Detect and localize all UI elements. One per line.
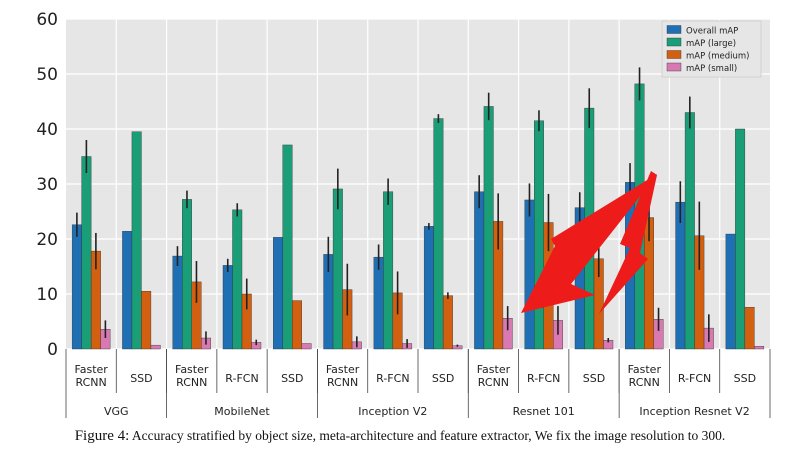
- x-tick-label: RCNN: [629, 376, 660, 389]
- legend-label: mAP (large): [686, 39, 736, 49]
- bar: [744, 307, 755, 350]
- x-tick-label: R-FCN: [376, 372, 409, 385]
- group-label: Inception V2: [358, 405, 427, 418]
- x-tick-label: Faster: [175, 363, 209, 376]
- legend-swatch: [666, 37, 682, 47]
- x-tick-label: Faster: [326, 363, 360, 376]
- bar: [725, 233, 736, 350]
- legend-swatch: [666, 50, 682, 59]
- x-tick-label: SSD: [583, 372, 605, 385]
- x-tick-label: Faster: [477, 363, 511, 376]
- bar: [474, 191, 485, 350]
- bar: [675, 201, 686, 350]
- x-tick-label: Faster: [628, 363, 662, 376]
- bar: [282, 144, 293, 350]
- x-tick-label: R-FCN: [527, 372, 560, 385]
- x-tick-label: R-FCN: [678, 372, 711, 385]
- bar: [524, 199, 535, 350]
- bar: [442, 295, 453, 350]
- legend-label: Overall mAP: [686, 27, 738, 37]
- caption-text: Accuracy stratified by object size, meta…: [131, 428, 726, 443]
- bar: [222, 265, 233, 350]
- annotation-arrows: [521, 171, 657, 314]
- legend-swatch: [666, 62, 682, 72]
- bar: [81, 156, 92, 350]
- bar: [483, 106, 494, 350]
- group-label: Inception Resnet V2: [639, 405, 749, 418]
- x-tick-label: RCNN: [478, 376, 509, 389]
- red-arrow-1: [521, 174, 657, 313]
- bar: [735, 128, 746, 350]
- bar: [232, 209, 243, 350]
- y-tick-label: 10: [36, 285, 58, 305]
- x-tick-label: SSD: [432, 372, 454, 385]
- bar: [122, 231, 133, 350]
- legend-label: mAP (small): [686, 64, 737, 74]
- bar: [301, 343, 312, 350]
- bar: [383, 191, 394, 350]
- legend-swatch: [666, 25, 682, 34]
- group-label: VGG: [104, 405, 129, 418]
- bar: [273, 237, 283, 350]
- group-label: MobileNet: [214, 405, 270, 418]
- y-tick-label: 20: [36, 230, 58, 250]
- group-label: Resnet 101: [513, 405, 575, 418]
- x-tick-label: SSD: [281, 372, 303, 385]
- x-tick-label: RCNN: [176, 376, 207, 389]
- bar: [433, 118, 444, 350]
- x-tick-label: R-FCN: [225, 372, 258, 385]
- bar: [332, 188, 343, 350]
- x-tick-label: RCNN: [76, 376, 107, 389]
- bar: [71, 224, 82, 350]
- bar: [534, 120, 544, 350]
- red-arrow-2: [599, 171, 657, 314]
- x-tick-label: Faster: [74, 363, 108, 376]
- y-tick-label: 30: [36, 175, 58, 195]
- legend-label: mAP (medium): [686, 52, 750, 62]
- x-axis-groups: VGG MobileNet Inception V2 Resnet 101 Incept…: [65, 349, 771, 418]
- bar: [172, 255, 183, 350]
- bar: [150, 344, 161, 350]
- caption-label: Figure 4:: [74, 428, 130, 444]
- figure-caption: Figure 4: Accuracy stratified by object …: [0, 428, 800, 445]
- bar: [423, 226, 434, 350]
- bar: [684, 112, 695, 350]
- y-axis-ticks: 0 10 20 30 40 50 60: [36, 10, 58, 360]
- bar: [373, 256, 384, 350]
- y-tick-label: 40: [36, 120, 58, 140]
- bar: [754, 346, 765, 350]
- y-tick-label: 50: [36, 65, 58, 85]
- x-tick-label: SSD: [130, 372, 152, 385]
- y-tick-label: 60: [36, 10, 58, 30]
- x-tick-label: SSD: [734, 372, 756, 385]
- bar: [182, 199, 192, 350]
- legend: Overall mAP mAP (large) mAP (medium) mAP (s…: [661, 20, 762, 78]
- bar: [292, 300, 302, 350]
- y-tick-label: 0: [47, 340, 58, 360]
- bar: [141, 291, 152, 350]
- x-tick-label: RCNN: [327, 376, 358, 389]
- bar: [131, 131, 142, 350]
